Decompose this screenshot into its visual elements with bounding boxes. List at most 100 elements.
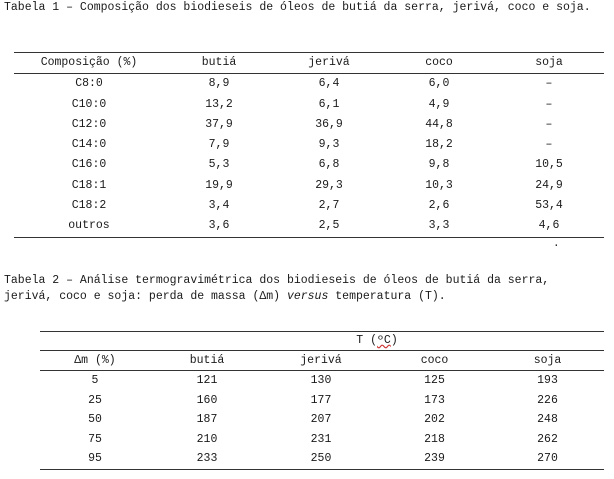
- table2-body: 5 121 130 125 193 25 160 177 173 226 50 187 207 202 24…: [40, 371, 604, 470]
- table-cell: 207: [310, 413, 332, 427]
- table-cell: 5,3: [208, 158, 230, 172]
- table-cell: 19,9: [205, 178, 233, 192]
- table-cell: 3,4: [208, 199, 230, 213]
- table-cell: 50: [88, 413, 102, 427]
- table-cell: 6,1: [318, 97, 340, 111]
- table-row: 25 160 177 173 226: [40, 391, 604, 411]
- table2-header-cell: butiá: [150, 350, 264, 371]
- table-cell: –: [545, 117, 553, 131]
- table-cell: 13,2: [205, 97, 233, 111]
- table-cell: 18,2: [425, 138, 453, 152]
- table-cell: 2,5: [274, 216, 384, 238]
- table-cell: C12:0: [71, 117, 107, 131]
- table-cell: 9,3: [318, 138, 340, 152]
- table-cell: 4,6: [494, 216, 604, 238]
- table-cell: 8,9: [208, 77, 230, 91]
- table-cell: 187: [196, 413, 218, 427]
- table-cell: 37,9: [205, 117, 233, 131]
- table-row: C8:0 8,9 6,4 6,0 –: [14, 74, 604, 95]
- table2-header-cell: ∆m (%): [40, 350, 150, 371]
- table-cell: 173: [424, 393, 445, 407]
- table-cell: –: [545, 97, 553, 111]
- table-cell: 10,3: [425, 178, 453, 192]
- table-cell: C16:0: [71, 158, 107, 172]
- table-cell: C10:0: [71, 97, 107, 111]
- table1-header-cell: Composição (%): [14, 51, 164, 75]
- table-cell: 29,3: [315, 178, 343, 192]
- table-cell: 202: [424, 413, 445, 427]
- table-cell: 9,8: [428, 158, 450, 172]
- table-cell: 226: [537, 393, 558, 407]
- table-row: C18:2 3,4 2,7 2,6 53,4: [14, 196, 604, 216]
- table1-header-cell: coco: [384, 51, 494, 75]
- table-cell: 75: [88, 432, 102, 446]
- table-row: 95 233 250 239 270: [40, 449, 604, 470]
- table-cell: 36,9: [315, 117, 343, 131]
- table2: T (ºC) ∆m (%) butiá jerivá coco soja 5 12…: [40, 331, 604, 470]
- table-cell: 248: [537, 413, 558, 427]
- table1-header-cell: soja: [494, 51, 604, 75]
- table-cell: 250: [264, 449, 378, 470]
- table-row: C10:0 13,2 6,1 4,9 –: [14, 95, 604, 115]
- table-cell: 24,9: [535, 178, 563, 192]
- table2-caption-italic: versus: [286, 290, 329, 303]
- table1-header-cell: jerivá: [274, 51, 384, 75]
- table-cell: 95: [40, 449, 150, 470]
- table-cell: 7,9: [208, 138, 230, 152]
- table-cell: 10,5: [535, 158, 563, 172]
- table-cell: C8:0: [75, 77, 103, 91]
- table-cell: 160: [196, 393, 218, 407]
- table-cell: outros: [14, 216, 164, 238]
- table1-header-cell: butiá: [164, 51, 274, 75]
- table1-header-row: Composição (%) butiá jerivá coco soja: [14, 51, 604, 75]
- table2-temperature-header: T (ºC): [150, 331, 604, 351]
- table2-header-cell: jerivá: [264, 350, 378, 371]
- table2-group-header-row: T (ºC): [40, 331, 604, 351]
- table-row: 5 121 130 125 193: [40, 371, 604, 391]
- table1-caption: Tabela 1 – Composição dos biodieseis de …: [4, 1, 591, 14]
- table-cell: –: [545, 138, 553, 152]
- table-row: C14:0 7,9 9,3 18,2 –: [14, 135, 604, 155]
- table-cell: 2,6: [428, 199, 450, 213]
- table-cell: 270: [491, 449, 604, 470]
- table-cell: 193: [537, 374, 558, 387]
- table-row: outros 3,6 2,5 3,3 4,6: [14, 216, 604, 238]
- table-cell: 233: [150, 449, 264, 470]
- table-cell: 121: [196, 374, 218, 387]
- temperature-label: T (: [356, 334, 377, 347]
- table-row: C12:0 37,9 36,9 44,8 –: [14, 115, 604, 135]
- table2-header-cell: coco: [378, 350, 491, 371]
- table-cell: 125: [424, 374, 445, 387]
- table-cell: 239: [378, 449, 491, 470]
- temperature-close: ): [390, 334, 398, 347]
- table2-header-row: ∆m (%) butiá jerivá coco soja: [40, 350, 604, 371]
- table-cell: 210: [196, 432, 218, 446]
- table-cell: 130: [310, 374, 332, 387]
- table-cell: 262: [537, 432, 558, 446]
- table-cell: C18:1: [71, 178, 107, 192]
- table-cell: 6,8: [318, 158, 340, 172]
- table-cell: –: [545, 77, 553, 91]
- table-cell: 231: [310, 432, 332, 446]
- table-cell: C18:2: [71, 199, 107, 213]
- table-cell: 3,3: [384, 216, 494, 238]
- table2-caption-end: temperatura (T).: [328, 290, 446, 303]
- table2-caption: Tabela 2 – Análise termogravimétrica dos…: [4, 273, 604, 305]
- table-cell: 53,4: [535, 199, 563, 213]
- table-cell: 4,9: [428, 97, 450, 111]
- table-cell: 6,4: [318, 77, 340, 91]
- table-cell: 44,8: [425, 117, 453, 131]
- table-row: C18:1 19,9 29,3 10,3 24,9: [14, 176, 604, 196]
- table-cell: 2,7: [318, 199, 340, 213]
- table-cell: 5: [91, 374, 99, 387]
- table-row: 50 187 207 202 248: [40, 410, 604, 430]
- table2-caption-text: Tabela 2 – Análise termogravimétrica dos…: [4, 274, 557, 303]
- table1-body: C8:0 8,9 6,4 6,0 – C10:0 13,2 6,1 4,9 – C12:0 37,9 3…: [14, 74, 604, 238]
- table-cell: 25: [88, 393, 102, 407]
- table-cell: C14:0: [71, 138, 107, 152]
- table-row: C16:0 5,3 6,8 9,8 10,5: [14, 155, 604, 175]
- stray-mark: .: [553, 238, 560, 250]
- table-cell: 3,6: [164, 216, 274, 238]
- table1: Composição (%) butiá jerivá coco soja C8…: [14, 51, 604, 238]
- table-row: 75 210 231 218 262: [40, 430, 604, 450]
